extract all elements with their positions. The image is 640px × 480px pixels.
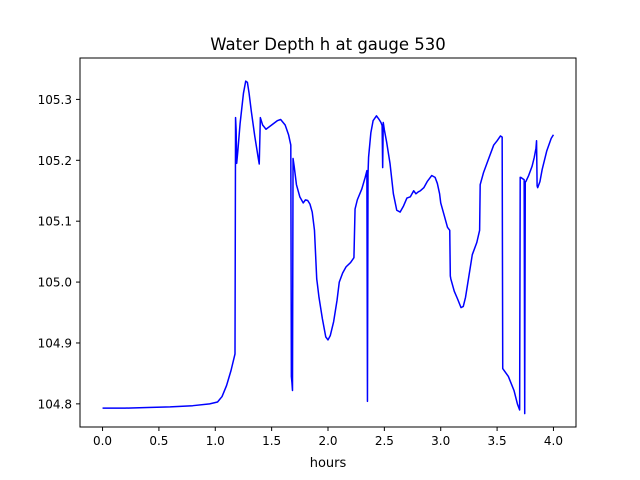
- y-tick-label: 105.1: [38, 215, 72, 229]
- x-tick-label: 2.0: [318, 434, 337, 448]
- x-tick-label: 2.5: [375, 434, 394, 448]
- x-tick-label: 3.0: [431, 434, 450, 448]
- x-tick-label: 1.5: [262, 434, 281, 448]
- x-tick-label: 0.5: [149, 434, 168, 448]
- y-tick-label: 105.3: [38, 93, 72, 107]
- y-tick-label: 105.2: [38, 154, 72, 168]
- series-line-0: [102, 80, 555, 415]
- y-tick-label: 105.0: [38, 276, 72, 290]
- x-tick-label: 3.5: [488, 434, 507, 448]
- x-tick-label: 1.0: [206, 434, 225, 448]
- y-tick-label: 104.8: [38, 397, 72, 411]
- x-tick-label: 4.0: [544, 434, 563, 448]
- x-axis-label: hours: [310, 456, 347, 471]
- plot-area: 0.0 0.5 1.0 1.5 2.0 2.5 3.0 3.5 4.0 104.8 104.9 105…: [38, 57, 577, 448]
- x-tick-label: 0.0: [93, 434, 112, 448]
- y-tick-label: 104.9: [38, 336, 72, 350]
- chart-title: Water Depth h at gauge 530: [210, 35, 445, 54]
